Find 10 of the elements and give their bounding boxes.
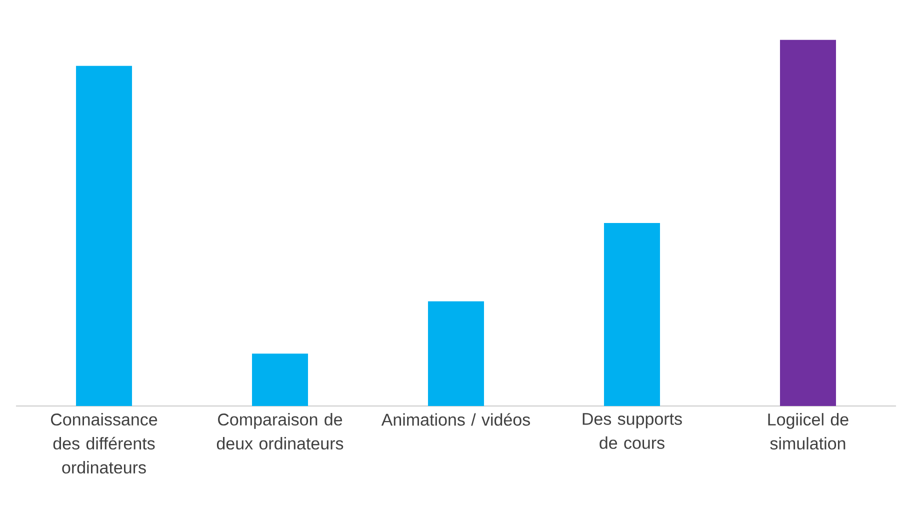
x-tick-label: Des supports de cours bbox=[582, 413, 682, 449]
x-tick-label: Logiicel de simulation bbox=[768, 413, 848, 450]
bar bbox=[76, 66, 132, 406]
bar bbox=[780, 40, 836, 406]
x-tick-label: Animations / vidéos bbox=[381, 413, 530, 426]
bar bbox=[604, 222, 660, 406]
bar bbox=[252, 354, 308, 406]
x-tick-label: Connaissance des différents ordinateurs bbox=[51, 413, 158, 474]
bar bbox=[428, 301, 484, 406]
x-tick-label: Comparaison de deux ordinateurs bbox=[216, 413, 344, 450]
